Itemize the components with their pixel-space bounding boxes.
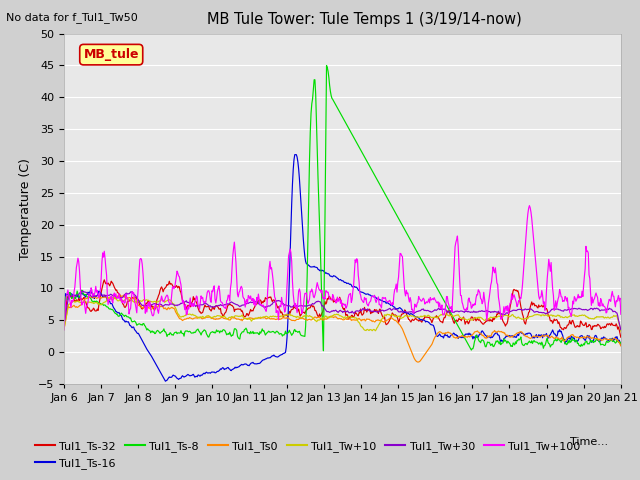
Text: Time...: Time... xyxy=(570,437,608,447)
Text: No data for f_Tul1_Tw50: No data for f_Tul1_Tw50 xyxy=(6,12,138,23)
Legend: Tul1_Ts-32, Tul1_Ts-16, Tul1_Ts-8, Tul1_Ts0, Tul1_Tw+10, Tul1_Tw+30, Tul1_Tw+100: Tul1_Ts-32, Tul1_Ts-16, Tul1_Ts-8, Tul1_… xyxy=(31,437,585,473)
Y-axis label: Temperature (C): Temperature (C) xyxy=(19,158,33,260)
Text: MB_tule: MB_tule xyxy=(83,48,139,61)
Text: MB Tule Tower: Tule Temps 1 (3/19/14-now): MB Tule Tower: Tule Temps 1 (3/19/14-now… xyxy=(207,12,522,27)
